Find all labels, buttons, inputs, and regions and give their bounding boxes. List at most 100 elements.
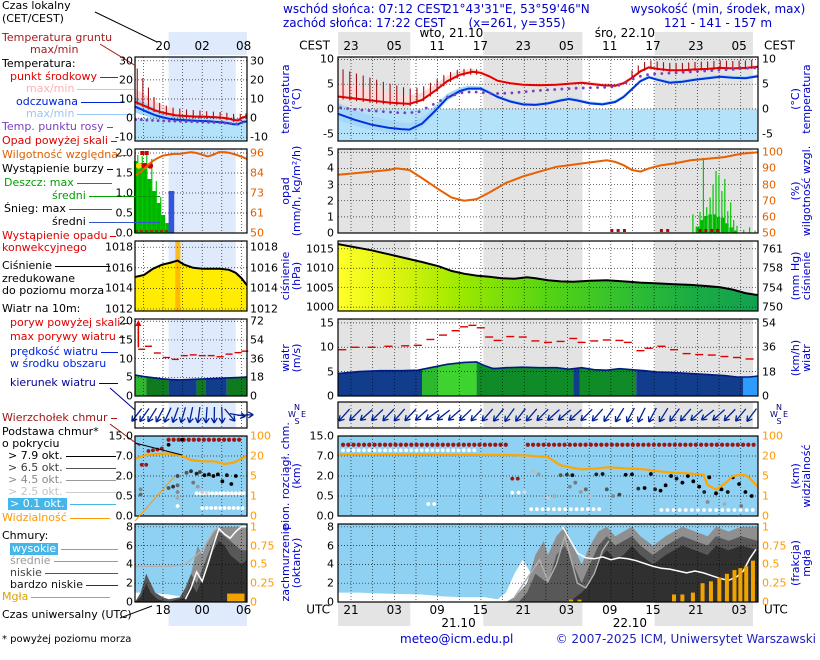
legend->-2.5-okt.: > 2.5 okt. <box>2 486 116 498</box>
axis-tick: -5 <box>762 127 773 141</box>
axis-tick: 15 <box>472 603 489 617</box>
copyright: © 2007-2025 ICM, Uniwersytet Warszawski <box>555 632 816 646</box>
axis-tick: 90 <box>762 161 776 175</box>
axis-tick: 0 <box>250 111 257 125</box>
axis-tick: 0.25 <box>762 576 787 590</box>
axis-tick: 0 <box>762 595 769 609</box>
axis-tick: 03 <box>731 603 747 617</box>
axis-tick: 1010 <box>306 261 334 275</box>
axis-tick: 10 <box>762 52 776 66</box>
axis-tick: 1000 <box>306 300 334 314</box>
axis-tick: 1015 <box>306 242 334 256</box>
axis-tick: 0.0 <box>316 509 335 523</box>
legend-wysokie: wysokie <box>2 543 118 555</box>
axis-tick: 7.0 <box>316 449 335 463</box>
axis-tick: 0 <box>250 389 257 403</box>
axis-tick: 60 <box>762 210 776 224</box>
axis-tick: 20 <box>119 314 133 328</box>
axis-tick: 4 <box>126 557 133 571</box>
axis-tick: 2 <box>327 576 334 590</box>
axis-tick: 20 <box>250 73 264 87</box>
axis-tick: 1016 <box>250 261 278 275</box>
axis-tick: 96 <box>250 146 264 160</box>
axis-tick: 6 <box>126 539 133 553</box>
axis-tick: 2.0 <box>316 469 335 483</box>
legend-bardzo-niskie: bardzo niskie <box>2 579 118 591</box>
axis-tick: 36 <box>250 352 264 366</box>
axis-tick: 100 <box>250 429 271 443</box>
axis-tick: 08 <box>235 39 252 53</box>
legend-temperatura: Temperatura: <box>2 57 76 70</box>
axis-tick: 0 <box>126 111 133 125</box>
legend-niskie: niskie <box>2 567 118 579</box>
axis-tick: 18 <box>762 365 776 379</box>
axis-tick: 0 <box>126 389 133 403</box>
legend->-6.5-okt.: > 6.5 okt. <box>2 462 116 474</box>
legend-max-porywy-wiatru: max porywy wiatru <box>2 331 125 343</box>
axis-tick: 0.0 <box>115 226 134 240</box>
axis-tick: 61 <box>250 206 264 220</box>
axis-tick: 1012 <box>105 302 133 316</box>
legend-max-min: max/min <box>30 43 79 56</box>
legend-temperatura-gruntu: Temperatura gruntu <box>2 31 113 44</box>
axis-tick: 36 <box>762 340 776 354</box>
axis-tick: 0 <box>327 102 334 116</box>
axis-tick: 1014 <box>250 281 278 295</box>
axis-tick: 5 <box>126 370 133 384</box>
legend-czas-lokalny: Czas lokalny <box>2 0 71 12</box>
legend-opad-powyżej-skali: Opad powyżej skali <box>2 135 117 147</box>
axis-tick: 23 <box>688 39 704 53</box>
axis-tick: 00 <box>194 603 210 617</box>
contact-email-link[interactable]: meteo@icm.edu.pl <box>400 632 514 646</box>
axis-tick: 761 <box>762 242 783 256</box>
axis-tick: 8 <box>126 520 133 534</box>
grid-xy: (x=261, y=355) <box>468 16 566 30</box>
axis-title-right: (frakcja) mgła <box>789 540 813 586</box>
axis-tick: 05 <box>558 39 575 53</box>
location-coordinates: 21°43'31"E, 53°59'46"N <box>444 2 590 16</box>
axis-tick: 6 <box>327 539 334 553</box>
axis-tick: 8 <box>327 520 334 534</box>
axis-tick: 30 <box>250 54 264 68</box>
axis-tick: 0.5 <box>762 557 780 571</box>
axis-tick: 0.5 <box>115 489 134 503</box>
axis-tick: 50 <box>762 226 776 240</box>
axis-tick: 15.0 <box>108 429 134 443</box>
timezone-label: CEST <box>299 38 330 53</box>
axis-tick: 23 <box>343 39 359 53</box>
axis-tick: 11 <box>429 39 445 53</box>
axis-tick: 0 <box>126 595 133 609</box>
legend-cet-cest: (CET/CEST) <box>2 12 64 25</box>
axis-tick: 21 <box>515 603 531 617</box>
axis-tick: 20 <box>762 449 776 463</box>
axis-tick: 5 <box>762 469 769 483</box>
legend-średnie: średnie <box>2 555 118 567</box>
legend-konwekcyjnego: konwekcyjnego <box>2 241 87 254</box>
legend-śnieg-max: Śnieg: max <box>2 203 112 215</box>
axis-tick: 21 <box>688 603 704 617</box>
axis-tick: 2 <box>126 576 133 590</box>
axis-tick: 4 <box>327 161 334 175</box>
legend-średni: średni <box>2 190 160 202</box>
axis-tick: 54 <box>250 333 264 347</box>
axis-tick: 0.5 <box>115 206 134 220</box>
axis-tick: 0.25 <box>250 576 275 590</box>
axis-tick: 1005 <box>306 281 334 295</box>
axis-tick: 10 <box>119 352 133 366</box>
legend-punkt-środkowy: punkt środkowy <box>2 71 118 83</box>
axis-tick: 20 <box>119 73 133 87</box>
legend-widzialność: Widzialność <box>2 512 110 524</box>
legend-mgła: Mgła <box>2 591 110 603</box>
axis-tick: 5 <box>327 77 334 91</box>
axis-tick: 05 <box>731 39 747 53</box>
timezone-label: CEST <box>764 38 795 53</box>
axis-tick: -10 <box>115 130 133 144</box>
axis-tick: 05 <box>386 39 402 53</box>
axis-tick: 0.0 <box>115 509 134 523</box>
legend-deszcz-max: Deszcz: max <box>2 177 112 189</box>
axis-tick: 1.5 <box>115 166 134 180</box>
legend-w-środku-obszaru: w środku obszaru <box>10 357 107 370</box>
axis-tick: 4 <box>327 557 334 571</box>
